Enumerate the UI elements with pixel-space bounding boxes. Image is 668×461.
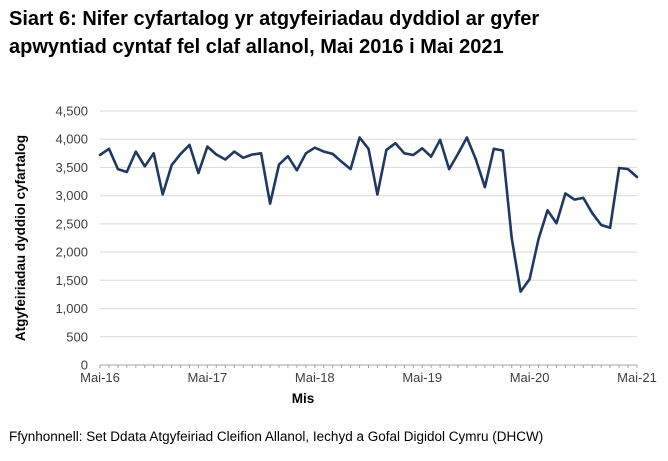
x-tick-label: Mai-21 bbox=[617, 370, 657, 385]
x-tick-label: Mai-19 bbox=[402, 370, 442, 385]
source-note: Ffynhonnell: Set Ddata Atgyfeiriad Cleif… bbox=[9, 429, 544, 444]
chart-title: Siart 6: Nifer cyfartalog yr atgyfeiriad… bbox=[9, 8, 540, 58]
x-tick-label: Mai-17 bbox=[188, 370, 228, 385]
x-tick-label: Mai-18 bbox=[295, 370, 335, 385]
data-line-series bbox=[98, 136, 639, 293]
x-tick-label: Mai-20 bbox=[510, 370, 550, 385]
x-axis-title: Mis bbox=[292, 391, 315, 406]
x-tick-label: Mai-16 bbox=[80, 370, 120, 385]
line-chart: 0 500 1,000 1,500 2,000 2,500 3,000 3,500 4,000 4… bbox=[13, 104, 657, 407]
y-tick-label: 3,000 bbox=[55, 188, 88, 203]
y-tick-label: 2,000 bbox=[55, 245, 88, 260]
y-tick-label: 2,500 bbox=[55, 216, 88, 231]
y-axis-title: Atgyfeiriadau dyddiol cyfartalog bbox=[13, 135, 28, 341]
y-tick-label: 1,000 bbox=[55, 301, 88, 316]
y-tick-label: 4,500 bbox=[55, 104, 88, 119]
y-tick-label: 4,000 bbox=[55, 132, 88, 147]
y-tick-label: 3,500 bbox=[55, 160, 88, 175]
y-tick-label: 1,500 bbox=[55, 273, 88, 288]
y-tick-label: 500 bbox=[66, 329, 88, 344]
y-tick-label: 0 bbox=[81, 358, 88, 373]
